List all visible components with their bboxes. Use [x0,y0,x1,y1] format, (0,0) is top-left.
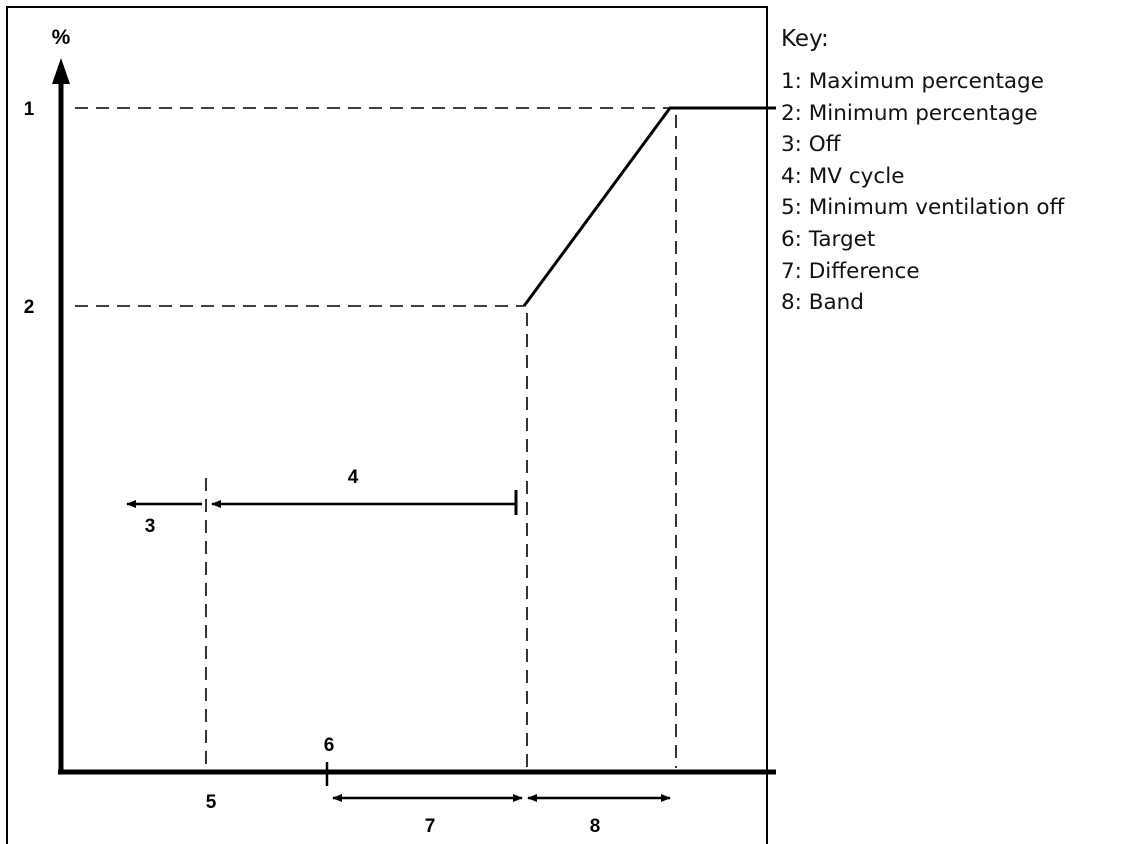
mv-cycle-label: 4 [348,467,359,488]
level-label-max: 1 [24,99,35,120]
key-item-band: 8: Band [781,290,864,316]
axes [52,58,776,786]
min-ventilation-off-label: 5 [206,792,217,813]
key-item-difference: 7: Difference [781,258,920,284]
key-title: Key: [781,26,829,52]
arrows [126,490,671,802]
guide-lines [75,107,677,768]
target-label: 6 [324,735,335,756]
key-item-target: 6: Target [781,226,876,252]
key-list: 1: Maximum percentage 2: Minimum percent… [781,66,1064,319]
band-label: 8 [590,816,601,837]
level-label-min: 2 [24,297,35,318]
ventilation-diagram: % 1 2 3 4 5 6 7 8 [6,6,776,844]
key-item-max-percentage: 1: Maximum percentage [781,69,1044,94]
key-item-min-ventilation-off: 5: Minimum ventilation off [781,195,1065,221]
difference-label: 7 [425,816,436,837]
key-item-off: 3: Off [781,132,841,158]
key-item-mv-cycle: 4: MV cycle [781,163,905,189]
y-axis-label: % [52,26,71,49]
y-axis-arrowhead [52,58,70,84]
key-item-min-percentage: 2: Minimum percentage [781,100,1038,126]
ventilation-curve [522,106,776,307]
off-label: 3 [145,516,156,537]
diagram-frame [6,6,768,844]
key-panel: Key: 1: Maximum percentage 2: Minimum pe… [781,26,1064,319]
